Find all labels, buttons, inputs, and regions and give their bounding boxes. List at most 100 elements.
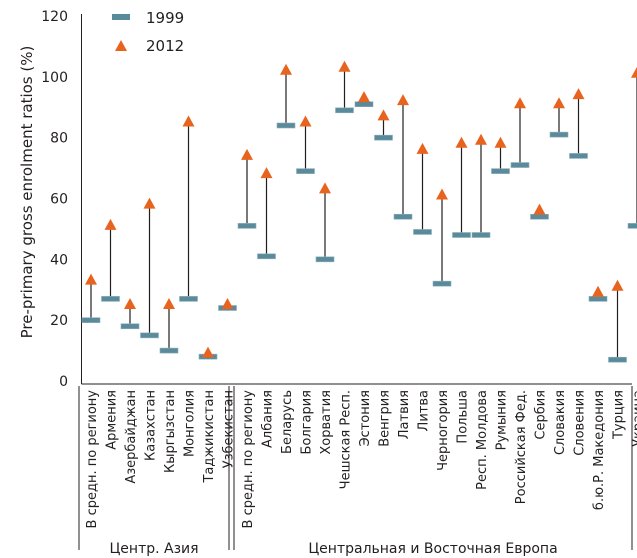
y-tick-label: 80: [50, 131, 68, 147]
marker-2012: [358, 91, 370, 103]
marker-1999: [140, 332, 159, 339]
marker-2012: [436, 188, 448, 200]
marker-2012: [163, 297, 175, 309]
marker-2012: [260, 167, 273, 179]
x-tick-label: Литва: [417, 390, 432, 431]
marker-1999: [510, 162, 530, 168]
marker-1999: [413, 229, 432, 235]
marker-1999: [101, 296, 120, 302]
y-tick-label: 40: [50, 252, 68, 268]
legend-1999-marker: [112, 14, 130, 20]
x-tick-label: Сербия: [534, 390, 549, 440]
marker-2012: [319, 182, 331, 194]
x-tick-label: Словения: [573, 390, 588, 456]
marker-2012: [455, 136, 468, 148]
marker-1999: [257, 253, 276, 260]
marker-2012: [416, 142, 429, 154]
marker-1999: [159, 347, 179, 354]
marker-2012: [85, 273, 97, 285]
marker-2012: [494, 136, 507, 148]
marker-2012: [631, 66, 637, 78]
legend-label: 2012: [146, 37, 184, 55]
group-label: Центральная и Восточная Европа: [308, 541, 557, 557]
marker-2012: [124, 297, 136, 309]
x-tick-label: б.ю.Р. Македония: [592, 390, 607, 510]
x-tick-label: Азербайджан: [124, 390, 139, 484]
y-tick-label: 60: [50, 192, 68, 208]
marker-2012: [182, 115, 195, 127]
y-tick-label: 120: [41, 9, 68, 25]
x-tick-label: В средн. по региону: [85, 390, 100, 529]
marker-2012: [553, 97, 565, 109]
marker-1999: [354, 101, 374, 108]
x-tick-label: Болгария: [300, 390, 315, 455]
marker-1999: [374, 134, 393, 141]
y-tick-label: 100: [41, 70, 68, 86]
x-tick-label: Чешская Респ.: [339, 390, 354, 489]
x-tick-label: Венгрия: [378, 390, 393, 447]
marker-2012: [572, 88, 585, 100]
x-tick-label: Российская Фед.: [514, 390, 529, 504]
x-tick-label: Словакия: [553, 390, 568, 455]
legend: 1999 2012: [112, 9, 184, 55]
marker-2012: [143, 197, 156, 209]
marker-1999: [179, 296, 198, 302]
marker-2012: [202, 346, 214, 358]
marker-2012: [592, 285, 604, 297]
y-tick-label: 0: [59, 374, 68, 390]
marker-1999: [471, 232, 491, 238]
marker-2012: [377, 109, 390, 121]
legend-label: 1999: [146, 9, 184, 27]
marker-1999: [569, 153, 588, 159]
x-tick-label: Беларусь: [280, 390, 295, 454]
marker-2012: [611, 279, 624, 291]
marker-1999: [452, 232, 471, 238]
marker-2012: [338, 60, 351, 72]
marker-2012: [475, 133, 487, 145]
group-labels: Центр. Азия Центральная и Восточная Европ…: [78, 386, 633, 557]
x-tick-label: Польша: [456, 390, 471, 444]
marker-1999: [335, 107, 354, 114]
marker-1999: [432, 280, 452, 287]
marker-2012: [397, 94, 409, 106]
x-tick-label: Хорватия: [319, 390, 334, 455]
x-tick-label: Румыния: [495, 390, 510, 450]
x-tick-label: Казахстан: [144, 390, 159, 461]
marker-2012: [280, 63, 292, 75]
marker-1999: [276, 122, 296, 129]
marker-1999: [315, 256, 335, 263]
legend-2012-marker: [115, 40, 127, 51]
marker-2012: [514, 97, 526, 109]
group-label: Центр. Азия: [109, 541, 198, 557]
marker-1999: [393, 213, 413, 220]
y-tick-label: 20: [50, 313, 68, 329]
x-tick-label: Украина: [631, 390, 637, 447]
marker-1999: [296, 168, 315, 174]
x-tick-label: Албания: [261, 390, 276, 448]
marker-2012: [299, 115, 312, 127]
marker-1999: [549, 131, 569, 138]
marker-2012: [241, 148, 253, 160]
y-axis-label: Pre-primary gross enrolment ratios (%): [18, 46, 36, 339]
marker-1999: [608, 356, 627, 363]
x-tick-label: Кыргызстан: [163, 390, 178, 473]
x-tick-label: Респ. Молдова: [475, 390, 490, 490]
marker-1999: [588, 296, 608, 302]
plot-marks: [81, 60, 637, 363]
marker-1999: [81, 317, 101, 323]
x-tick-label: Таджикистан: [202, 390, 217, 484]
y-axis-ticks: 0 20 40 60 80 100 120: [41, 9, 68, 390]
marker-2012: [221, 297, 234, 309]
x-tick-label: Латвия: [397, 390, 412, 439]
x-tick-label: В средн. по региону: [241, 390, 256, 529]
x-tick-label: Турция: [612, 390, 627, 440]
marker-1999: [120, 323, 140, 330]
x-tick-label: Армения: [105, 390, 120, 450]
marker-1999: [530, 213, 549, 220]
x-tick-label: Эстония: [358, 390, 373, 447]
x-axis-labels: В средн. по региону Армения Азербайджан Каз…: [85, 390, 637, 529]
x-tick-label: Монголия: [183, 390, 198, 457]
x-tick-label: Черногория: [436, 390, 451, 471]
marker-2012: [533, 203, 546, 215]
